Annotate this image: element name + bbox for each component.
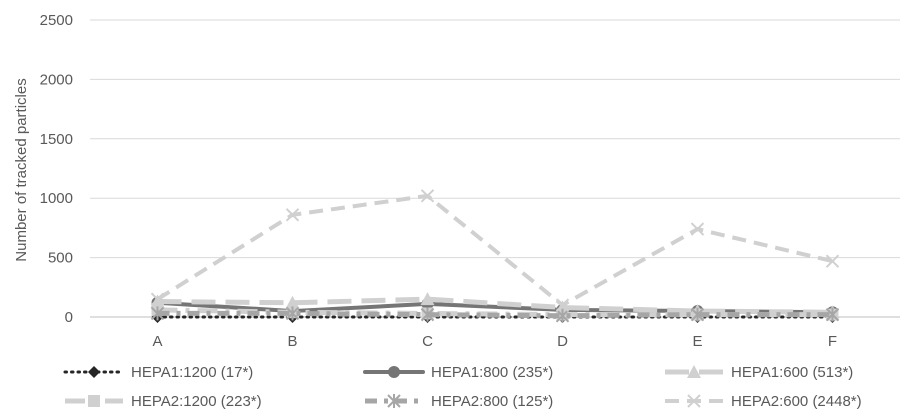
data-point <box>285 295 300 309</box>
legend-item: HEPA1:800 (235*) <box>363 364 553 381</box>
y-tick-label: 500 <box>48 250 73 267</box>
series-line <box>157 296 833 315</box>
y-tick-label: 1000 <box>40 190 73 207</box>
data-point <box>555 298 570 312</box>
y-axis-ticks: 0 500 1000 1500 2000 2500 <box>40 12 73 326</box>
x-axis-ticks: A B C D E F <box>152 333 837 350</box>
data-point <box>690 222 705 236</box>
legend-label: HEPA1:1200 (17*) <box>131 364 253 381</box>
data-point <box>825 307 840 322</box>
data-point <box>285 306 300 321</box>
x-tick-label: B <box>287 333 297 350</box>
legend-marker <box>88 395 100 407</box>
legend-marker <box>687 365 701 378</box>
y-tick-label: 2500 <box>40 12 73 29</box>
legend-label: HEPA2:1200 (223*) <box>131 393 262 410</box>
legend-label: HEPA2:800 (125*) <box>431 393 553 410</box>
legend-marker <box>687 394 701 408</box>
legend-label: HEPA2:600 (2448*) <box>731 393 862 410</box>
x-tick-label: F <box>828 333 837 350</box>
series-6 <box>150 189 840 312</box>
data-point <box>420 189 435 203</box>
y-tick-label: 0 <box>65 309 73 326</box>
legend-item: HEPA1:600 (513*) <box>665 364 853 381</box>
series-line <box>155 300 835 315</box>
legend-marker <box>387 394 401 408</box>
data-point <box>555 308 570 323</box>
data-point <box>420 307 435 322</box>
data-point <box>825 254 840 268</box>
data-point <box>150 306 165 321</box>
legend-marker <box>88 366 100 378</box>
gridlines <box>90 19 900 318</box>
y-axis-label: Number of tracked particles <box>13 78 30 261</box>
legend-label: HEPA1:600 (513*) <box>731 364 853 381</box>
x-tick-label: A <box>152 333 162 350</box>
data-point <box>690 307 705 322</box>
legend-item: HEPA1:1200 (17*) <box>63 364 253 381</box>
data-point <box>150 292 165 306</box>
legend: HEPA1:1200 (17*) HEPA1:800 (235*) HEPA1:60… <box>63 364 862 410</box>
legend-item: HEPA2:600 (2448*) <box>665 393 862 410</box>
legend-label: HEPA1:800 (235*) <box>431 364 553 381</box>
series-line <box>157 310 833 319</box>
y-tick-label: 2000 <box>40 71 73 88</box>
series-line <box>156 193 833 308</box>
legend-item: HEPA2:1200 (223*) <box>65 393 262 410</box>
x-tick-label: D <box>557 333 568 350</box>
data-point <box>285 208 300 222</box>
series-5 <box>150 306 840 323</box>
data-point <box>420 292 435 306</box>
x-tick-label: E <box>692 333 702 350</box>
y-tick-label: 1500 <box>40 131 73 148</box>
legend-marker <box>388 366 400 378</box>
legend-item: HEPA2:800 (125*) <box>365 393 553 410</box>
x-tick-label: C <box>422 333 433 350</box>
series-lines <box>150 189 840 323</box>
